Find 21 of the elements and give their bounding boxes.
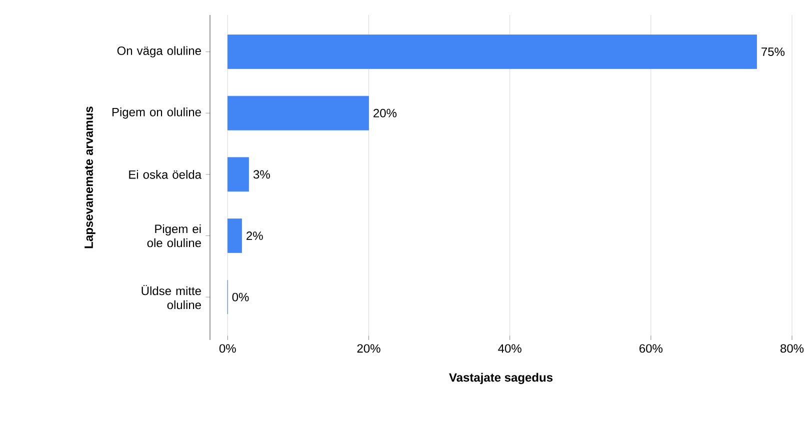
data-label: 20% [374, 108, 397, 118]
y-tick-label: Pigem ei ole oluline [147, 224, 201, 248]
x-tick-label: 20% [357, 344, 380, 353]
x-axis-title: Vastajate sagedus [449, 372, 553, 384]
bar [227, 218, 242, 253]
x-tick-label: 60% [640, 344, 662, 353]
y-axis-title: Lapsevanemate arvamus [84, 106, 96, 248]
data-label: 75% [762, 48, 785, 56]
x-tick-label: 40% [498, 344, 522, 353]
bar [227, 34, 757, 69]
y-tick-label: Ei oska öelda [129, 170, 202, 179]
data-label: 3% [253, 170, 270, 179]
x-tick-label: 0% [219, 344, 236, 353]
data-label: 0% [232, 292, 249, 302]
y-tick-label: Pigem on oluline [112, 108, 201, 119]
data-label: 2% [246, 232, 263, 240]
x-tick-label: 80% [780, 344, 804, 353]
bar [227, 157, 250, 192]
y-tick-label: Üldse mitte oluline [142, 284, 201, 310]
y-tick-label: On väga oluline [117, 46, 201, 58]
bar [227, 96, 369, 130]
